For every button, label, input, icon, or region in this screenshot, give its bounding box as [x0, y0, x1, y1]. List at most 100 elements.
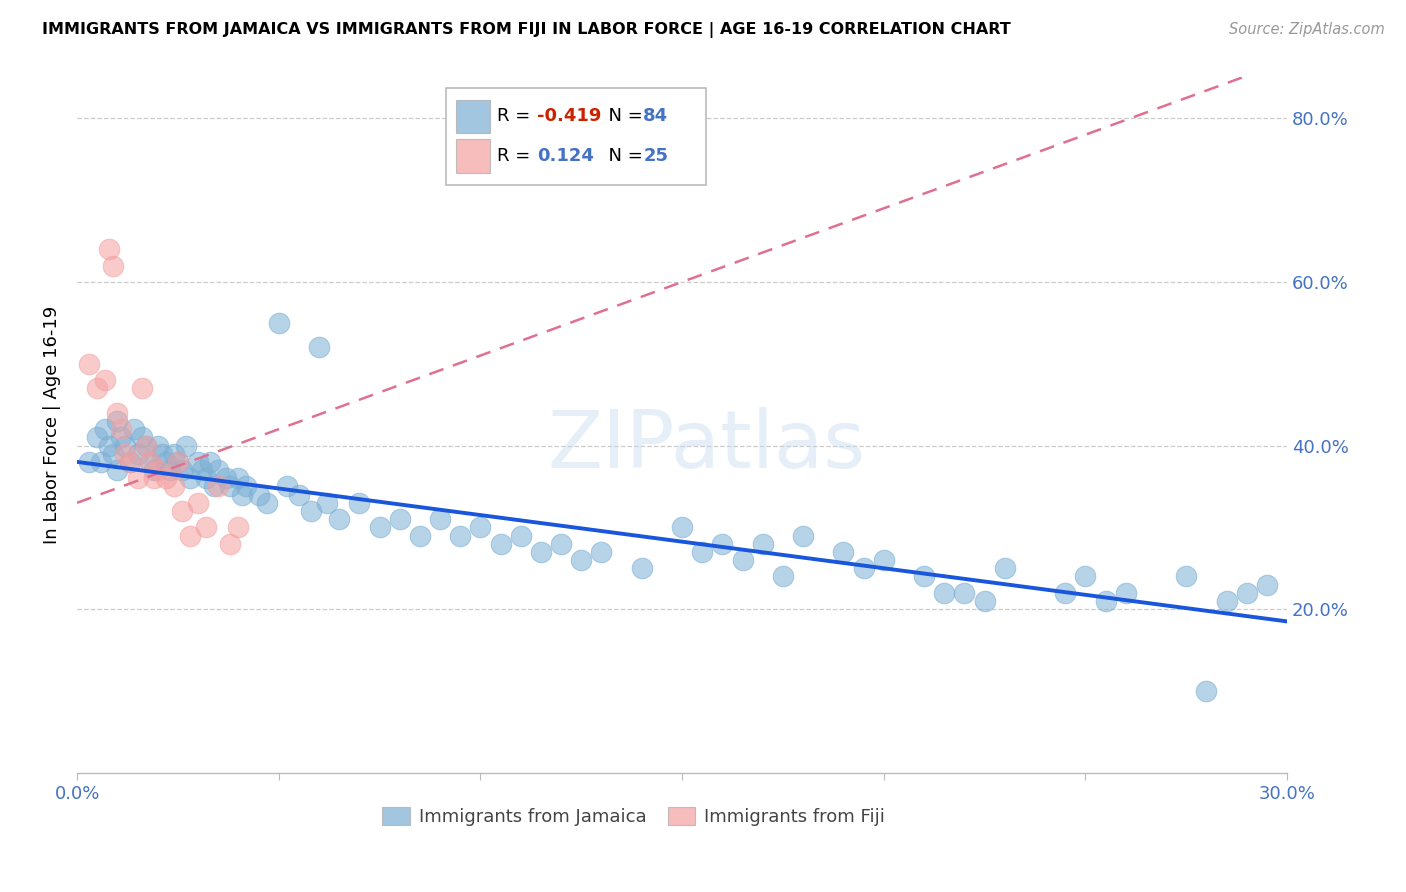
Point — [1094, 594, 1116, 608]
Point — [530, 545, 553, 559]
Point — [1074, 569, 1097, 583]
Point — [170, 463, 193, 477]
Point — [449, 528, 471, 542]
Point — [163, 479, 186, 493]
Point — [110, 422, 132, 436]
Point — [228, 520, 250, 534]
Point — [1256, 577, 1278, 591]
Text: 25: 25 — [644, 147, 668, 165]
Point — [1175, 569, 1198, 583]
Point — [509, 528, 531, 542]
Text: ZIPatlas: ZIPatlas — [547, 407, 865, 485]
Point — [150, 447, 173, 461]
Point — [349, 496, 371, 510]
Point — [146, 438, 169, 452]
Point — [1115, 586, 1137, 600]
Point — [135, 438, 157, 452]
Point — [90, 455, 112, 469]
Point — [671, 520, 693, 534]
Point — [138, 455, 160, 469]
Point — [142, 463, 165, 477]
Point — [219, 537, 242, 551]
Legend: Immigrants from Jamaica, Immigrants from Fiji: Immigrants from Jamaica, Immigrants from… — [375, 799, 891, 833]
Point — [86, 381, 108, 395]
Point — [167, 455, 190, 469]
Text: R =: R = — [496, 107, 536, 125]
Point — [163, 447, 186, 461]
Point — [107, 406, 129, 420]
Point — [179, 528, 201, 542]
Point — [1054, 586, 1077, 600]
Point — [751, 537, 773, 551]
Point — [231, 488, 253, 502]
Point — [159, 463, 181, 477]
Point — [174, 438, 197, 452]
Point — [155, 455, 177, 469]
Point — [142, 471, 165, 485]
Point — [195, 520, 218, 534]
Point — [591, 545, 613, 559]
Point — [207, 479, 229, 493]
Point — [569, 553, 592, 567]
Text: N =: N = — [598, 107, 650, 125]
Point — [873, 553, 896, 567]
Point — [202, 479, 225, 493]
Point — [98, 438, 121, 452]
Point — [131, 430, 153, 444]
Point — [711, 537, 734, 551]
Point — [107, 414, 129, 428]
Point — [167, 455, 190, 469]
Point — [912, 569, 935, 583]
Point — [256, 496, 278, 510]
Point — [155, 471, 177, 485]
Point — [690, 545, 713, 559]
Point — [308, 340, 330, 354]
Point — [276, 479, 298, 493]
Y-axis label: In Labor Force | Age 16-19: In Labor Force | Age 16-19 — [44, 306, 60, 544]
Point — [973, 594, 995, 608]
Point — [934, 586, 956, 600]
FancyBboxPatch shape — [446, 88, 706, 186]
Point — [110, 430, 132, 444]
Text: Source: ZipAtlas.com: Source: ZipAtlas.com — [1229, 22, 1385, 37]
Text: 0.124: 0.124 — [537, 147, 593, 165]
Point — [114, 438, 136, 452]
Point — [114, 447, 136, 461]
Text: 84: 84 — [644, 107, 668, 125]
Point — [179, 471, 201, 485]
Point — [1236, 586, 1258, 600]
Point — [107, 463, 129, 477]
Point — [792, 528, 814, 542]
Point — [470, 520, 492, 534]
Point — [146, 463, 169, 477]
Bar — [456, 100, 489, 133]
Point — [198, 455, 221, 469]
Point — [328, 512, 350, 526]
Point — [1215, 594, 1237, 608]
Text: -0.419: -0.419 — [537, 107, 602, 125]
Point — [98, 242, 121, 256]
Point — [127, 447, 149, 461]
Point — [118, 455, 141, 469]
Point — [215, 471, 238, 485]
Point — [103, 447, 125, 461]
Point — [235, 479, 257, 493]
Point — [550, 537, 572, 551]
Point — [832, 545, 855, 559]
Point — [299, 504, 322, 518]
Point — [195, 471, 218, 485]
Point — [170, 504, 193, 518]
Point — [247, 488, 270, 502]
Point — [489, 537, 512, 551]
Point — [388, 512, 411, 526]
Point — [288, 488, 311, 502]
Point — [103, 259, 125, 273]
Point — [94, 373, 117, 387]
Point — [219, 479, 242, 493]
Point — [191, 463, 214, 477]
Point — [122, 422, 145, 436]
Point — [409, 528, 432, 542]
Point — [316, 496, 339, 510]
Point — [138, 455, 160, 469]
Text: R =: R = — [496, 147, 541, 165]
